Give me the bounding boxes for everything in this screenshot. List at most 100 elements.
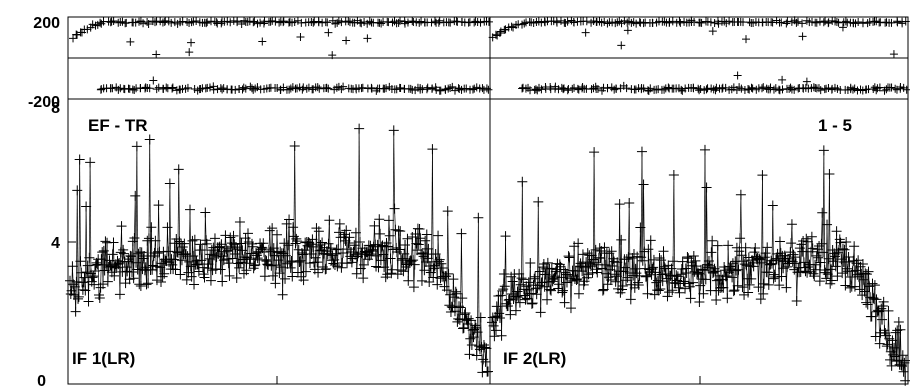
amplitude-trace-segment <box>102 250 105 285</box>
amplitude-trace-segment <box>303 250 305 281</box>
phase-point <box>143 17 152 26</box>
phase-point <box>632 19 641 28</box>
phase-point <box>793 17 802 26</box>
phase-point <box>192 17 201 26</box>
phase-point <box>495 28 504 37</box>
amplitude-trace-segment <box>760 262 762 300</box>
amplitude-point <box>81 267 92 278</box>
phase-point <box>727 85 736 94</box>
phase-point <box>552 18 561 27</box>
phase-point <box>700 86 709 95</box>
amplitude-trace-segment <box>282 253 284 295</box>
amplitude-point <box>881 341 892 352</box>
phase-point <box>838 23 847 32</box>
phase-point <box>798 32 807 41</box>
phase-point <box>654 85 663 94</box>
amplitude-point <box>754 253 765 264</box>
phase-point <box>710 19 719 28</box>
amplitude-trace-segment <box>643 184 645 252</box>
phase-point <box>202 19 211 28</box>
phase-point <box>152 50 161 59</box>
phase-point <box>570 83 579 92</box>
phase-point <box>557 83 566 92</box>
amplitude-ytick-8: 8 <box>51 100 60 117</box>
phase-point <box>702 85 711 94</box>
amplitude-trace-segment <box>133 238 135 279</box>
phase-point <box>259 19 268 28</box>
phase-point <box>446 18 455 27</box>
amplitude-trace-segment <box>136 146 139 270</box>
phase-point <box>689 84 698 93</box>
amplitude-trace-segment <box>593 152 596 263</box>
amplitude-trace-segment <box>76 190 79 299</box>
amplitude-trace-segment <box>711 240 714 274</box>
phase-point <box>226 18 235 27</box>
amplitude-point <box>901 355 910 366</box>
phase-panel: 200 -200 <box>28 15 910 111</box>
phase-point <box>556 16 565 25</box>
phase-point <box>324 84 333 93</box>
phase-point <box>875 83 884 92</box>
phase-point <box>365 17 374 26</box>
phase-point <box>436 86 445 95</box>
phase-point <box>462 84 471 93</box>
amplitude-trace-segment <box>743 264 746 295</box>
phase-point <box>363 34 372 43</box>
amplitude-trace-segment <box>564 272 566 303</box>
amplitude-trace-segment <box>447 211 449 274</box>
phase-point <box>668 17 677 26</box>
phase-point <box>821 17 830 26</box>
amplitude-trace-segment <box>509 276 512 315</box>
phase-point <box>302 84 311 93</box>
amplitude-trace-segment <box>762 175 764 294</box>
amplitude-trace-segment <box>823 150 825 270</box>
amplitude-point <box>257 243 268 254</box>
amplitude-point <box>315 239 326 250</box>
phase-point <box>139 19 148 28</box>
amplitude-point <box>877 301 888 312</box>
amplitude-point <box>502 300 513 311</box>
phase-point <box>256 18 265 27</box>
phase-point <box>114 18 123 27</box>
phase-point <box>759 83 768 92</box>
phase-point <box>187 38 196 47</box>
phase-point <box>83 25 92 34</box>
amplitude-point <box>554 259 565 270</box>
amplitude-trace-segment <box>620 239 623 290</box>
phase-point <box>108 84 117 93</box>
phase-point <box>782 19 791 28</box>
phase-point <box>518 20 527 29</box>
amplitude-point <box>290 238 301 249</box>
phase-point <box>136 83 145 92</box>
if2-label: IF 2(LR) <box>503 349 566 368</box>
amplitude-trace-segment <box>772 205 774 279</box>
phase-point <box>358 83 367 92</box>
amplitude-trace-segment <box>736 247 739 286</box>
phase-point <box>150 18 159 27</box>
phase-point <box>593 85 602 94</box>
phase-point <box>762 84 771 93</box>
phase-point <box>815 17 824 26</box>
phase-point <box>559 84 568 93</box>
amplitude-trace-segment <box>791 224 794 262</box>
phase-point <box>239 83 248 92</box>
phase-point <box>812 18 821 27</box>
amplitude-trace-segment <box>432 149 434 278</box>
phase-ytick-bottom: -200 <box>28 94 60 111</box>
amplitude-point <box>104 255 115 266</box>
amplitude-points <box>65 123 910 386</box>
amplitude-trace-segment <box>113 242 115 276</box>
amplitude-trace-segment <box>286 223 288 264</box>
amplitude-point <box>673 282 684 293</box>
amplitude-trace-segment <box>706 187 708 265</box>
amplitude-point <box>610 276 621 287</box>
phase-point <box>296 33 305 42</box>
amplitude-trace-segment <box>505 236 507 304</box>
amplitude-trace-segment <box>97 259 100 296</box>
phase-point <box>382 84 391 93</box>
phase-point <box>408 17 417 26</box>
amplitude-point <box>640 271 651 282</box>
amplitude-point <box>560 267 571 278</box>
baseline-label: EF - TR <box>88 116 148 135</box>
